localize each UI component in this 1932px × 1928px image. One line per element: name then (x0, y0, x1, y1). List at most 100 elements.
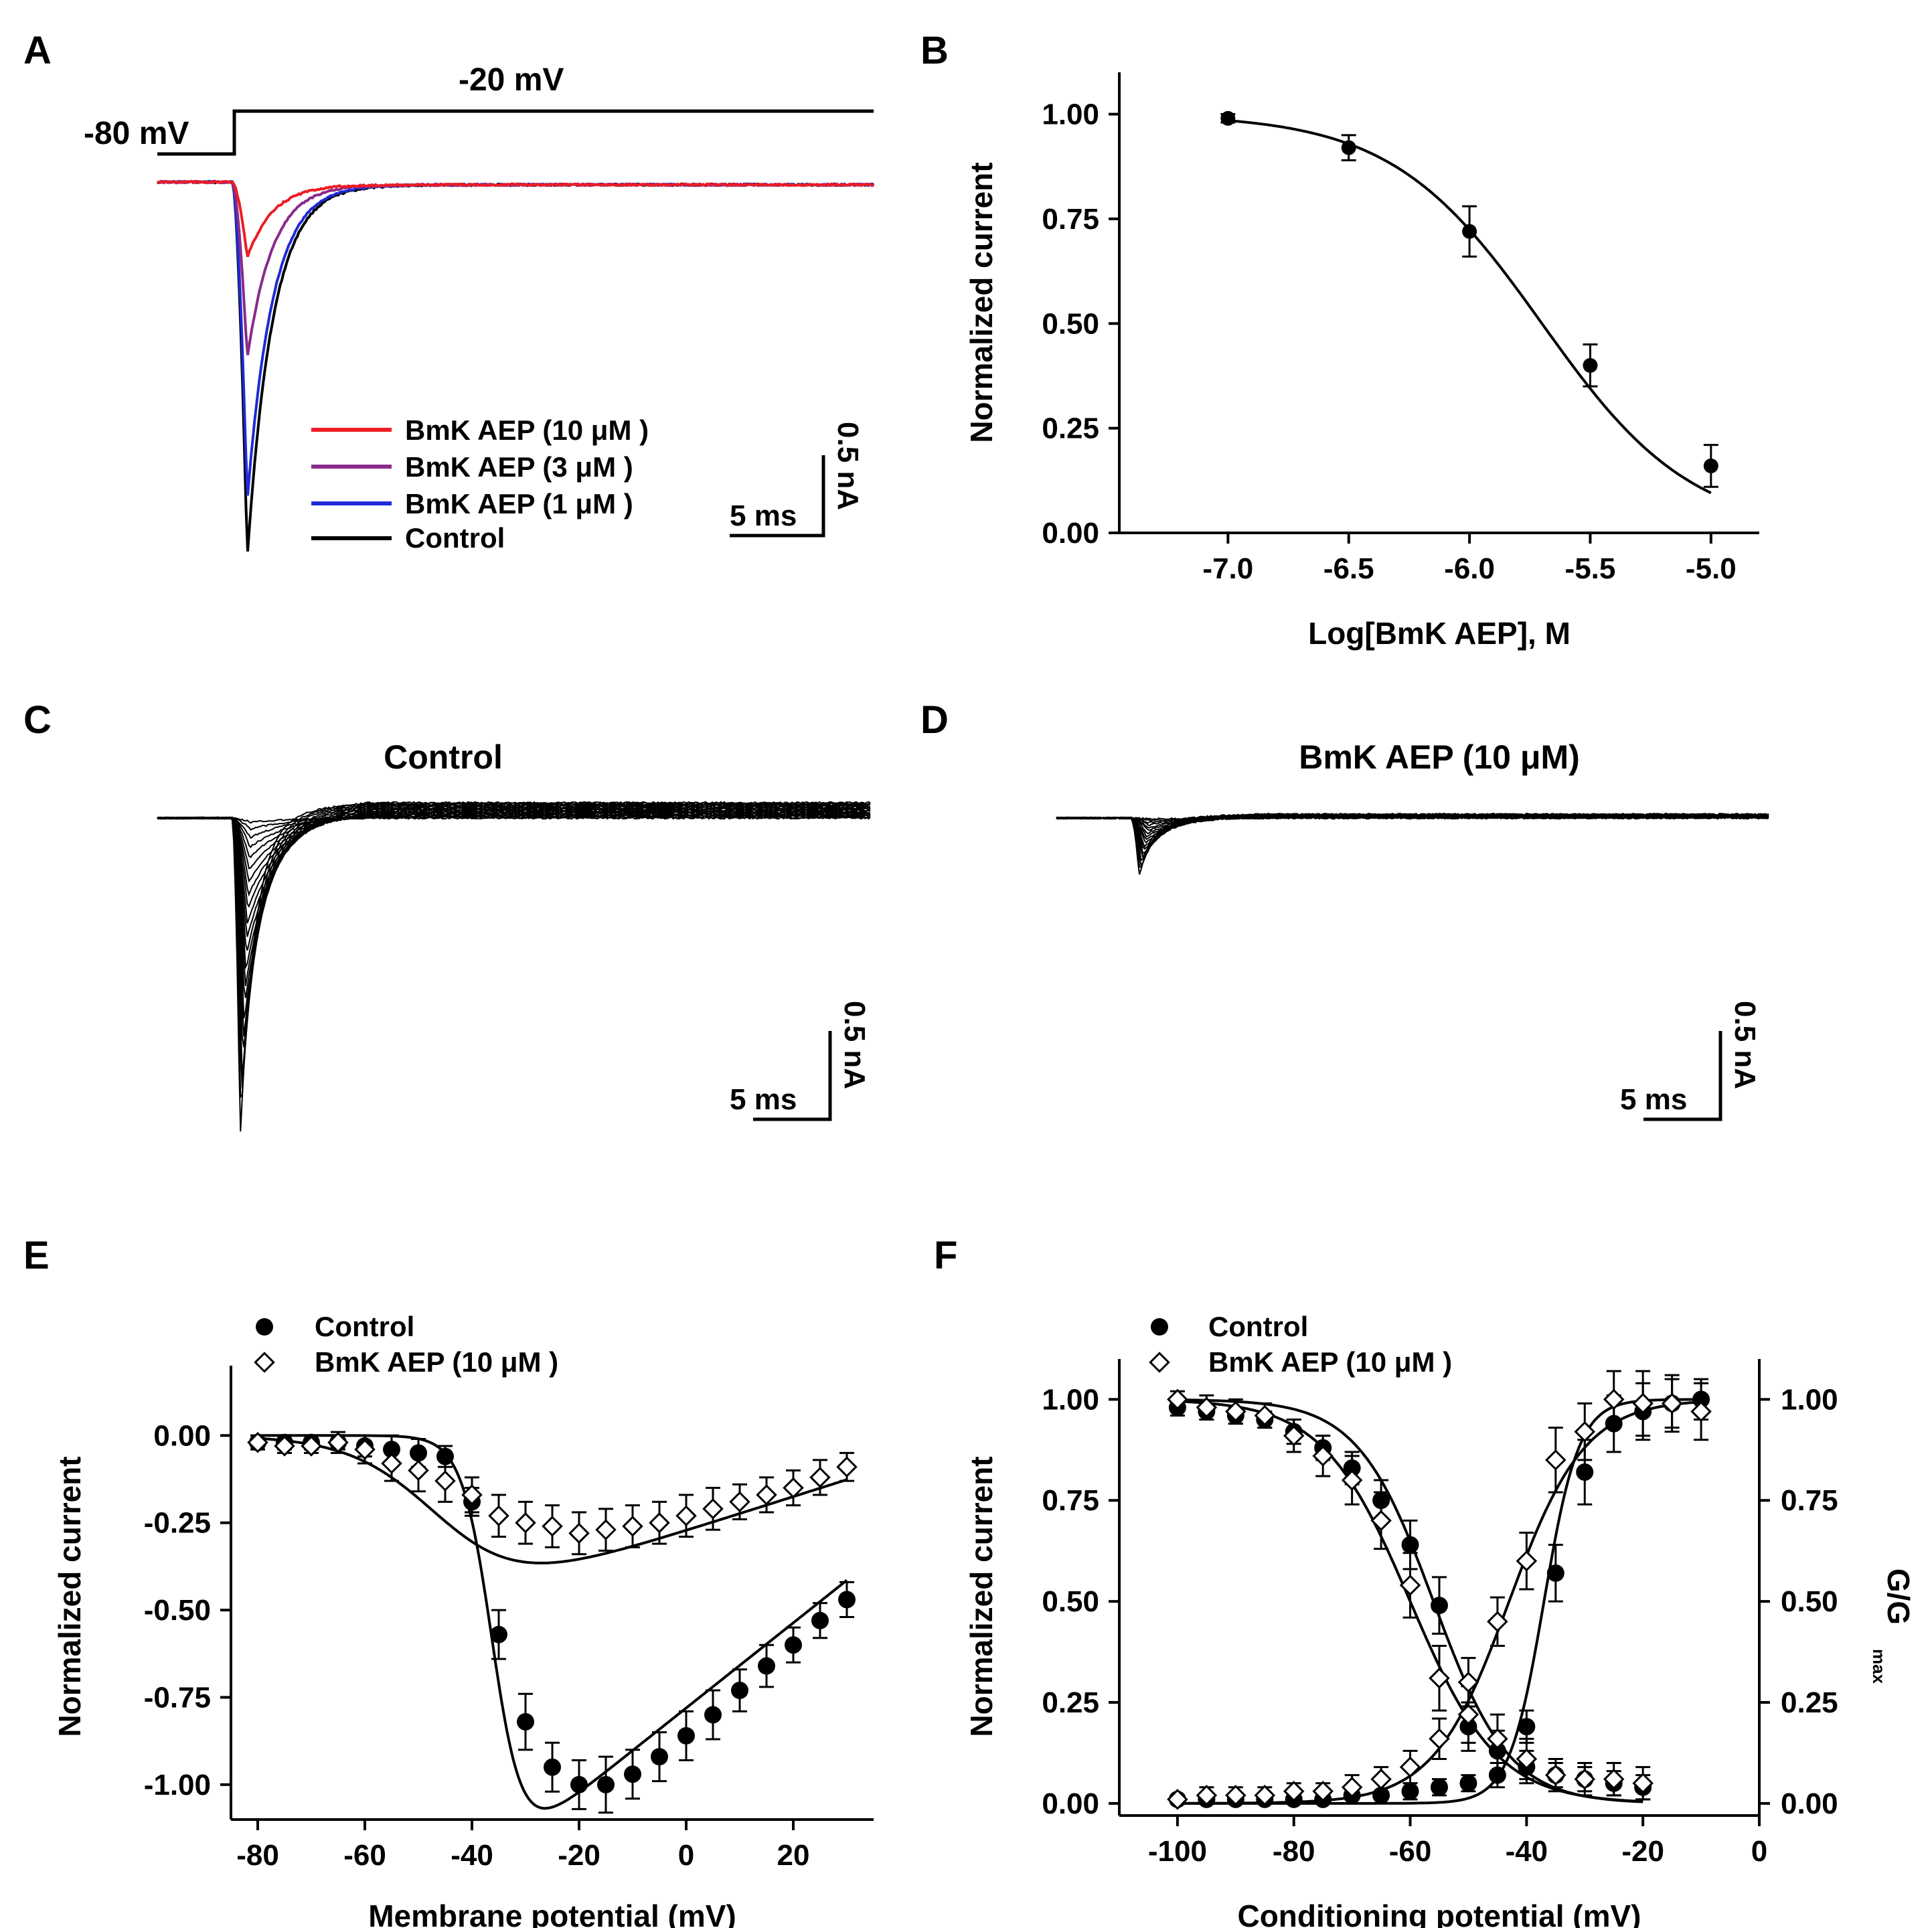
trace-sweep (157, 804, 871, 1037)
y-tick-label: 0.25 (1042, 412, 1099, 445)
data-point (1703, 458, 1718, 473)
data-point (836, 1456, 858, 1478)
y-tick-label: 1.00 (1042, 1383, 1099, 1416)
data-point (544, 1758, 561, 1776)
x-axis-title: Log[BmK AEP], M (1308, 616, 1571, 651)
data-point (1487, 1728, 1508, 1750)
legend-label-10um: BmK AEP (10 μM ) (405, 414, 649, 446)
data-point (756, 1484, 777, 1506)
data-point (1574, 1768, 1596, 1790)
x-tick-label: -20 (1621, 1835, 1664, 1868)
data-point (1488, 1766, 1506, 1784)
panel-label-e: E (23, 1234, 50, 1277)
data-point (1167, 1388, 1188, 1411)
fit-curve (258, 1434, 848, 1810)
data-point (1225, 1785, 1246, 1806)
panel-a: A -80 mV -20 mV BmK AEP (10 μM ) BmK AEP… (23, 29, 875, 554)
data-point (1431, 1778, 1448, 1796)
y-tick-label: 1.00 (1042, 98, 1099, 131)
y-tick-label: 0.25 (1042, 1686, 1099, 1719)
trace-sweep (157, 801, 871, 1099)
x-tick-label: -80 (1273, 1835, 1315, 1868)
data-point (1518, 1718, 1536, 1736)
y-tick-label: 0.50 (1042, 1585, 1099, 1618)
data-point (1487, 1611, 1508, 1633)
y-axis-title: Normalized current (964, 1456, 999, 1737)
data-point (408, 1459, 429, 1481)
trace-sweep (157, 803, 871, 1048)
data-point (1399, 1575, 1421, 1596)
trace-sweep (157, 811, 871, 897)
legend-label-3um: BmK AEP (3 μM ) (405, 451, 633, 483)
scale-time-d: 5 ms (1620, 1083, 1687, 1116)
x-axis-title: Membrane potential (mV) (368, 1899, 736, 1928)
y2-axis-title-subscript: max (1869, 1649, 1889, 1684)
data-point (568, 1522, 590, 1544)
data-point (1283, 1425, 1305, 1447)
data-point (1341, 1776, 1363, 1798)
data-point (570, 1775, 588, 1793)
plot-b: -7.0 -6.5 -6.0 -5.5 -5.0 0.00 0.25 0.50 0.75 1.00… (964, 72, 1759, 651)
data-point (490, 1625, 507, 1643)
data-point (1254, 1785, 1276, 1806)
scale-bar-a (730, 455, 825, 538)
trace-sweep (157, 802, 871, 1089)
data-point (1603, 1768, 1625, 1790)
data-point (256, 1318, 273, 1336)
data-point (1632, 1392, 1654, 1415)
plot-e: -80 -60 -40 -20 0 20 0.00 -0.25 -0.50 -0.75 -1.00 M… (52, 1311, 874, 1928)
panel-f: F -100 -80 -60 -40 -20 0 0.00 0.25 0.50 0.75 1.00 0… (934, 1234, 1916, 1928)
y-tick-label: 0.75 (1042, 203, 1099, 236)
x-tick-label: -7.0 (1202, 552, 1253, 585)
panel-c: C Control 5 ms 0.5 nA (23, 698, 871, 1132)
scale-time-c: 5 ms (730, 1083, 797, 1116)
x-tick-label: -6.0 (1444, 552, 1495, 585)
panel-b: B -7.0 -6.5 -6.0 -5.5 -5.0 0.00 0.25 0.50 0.75 1.… (920, 29, 1759, 651)
data-point (809, 1467, 831, 1488)
panel-title-d: BmK AEP (10 μM) (1299, 738, 1580, 776)
data-point (1401, 1782, 1419, 1800)
data-point (1341, 140, 1356, 155)
panel-title-c: Control (384, 738, 503, 776)
y2-tick-label: 0.00 (1781, 1787, 1838, 1820)
data-point (597, 1775, 615, 1793)
legend-label-control: Control (405, 522, 505, 554)
data-point (758, 1657, 775, 1675)
data-point (434, 1470, 456, 1492)
data-point (327, 1431, 349, 1453)
trace-sweep (1056, 812, 1769, 875)
legend-label-bmk: BmK AEP (10 μM ) (1208, 1346, 1452, 1378)
data-point (622, 1516, 643, 1537)
panel-e: E -80 -60 -40 -20 0 20 0.00 -0.25 -0.50 -0.75 -1.0… (23, 1234, 874, 1928)
holding-potential-label: -80 mV (84, 116, 189, 151)
data-point (247, 1431, 268, 1453)
x-tick-label: -5.5 (1565, 552, 1616, 585)
data-point (1516, 1550, 1538, 1572)
panel-label-c: C (23, 698, 52, 742)
legend-a: BmK AEP (10 μM ) BmK AEP (3 μM ) BmK AEP… (311, 414, 649, 554)
data-point (1603, 1388, 1625, 1411)
data-point (461, 1484, 483, 1506)
step-potential-label: -20 mV (459, 62, 564, 98)
data-point (1370, 1768, 1392, 1790)
data-point (1632, 1772, 1654, 1794)
trace-purple (157, 179, 875, 355)
scale-current-d: 0.5 nA (1728, 1001, 1761, 1089)
y2-tick-label: 0.50 (1781, 1585, 1838, 1618)
data-point (542, 1516, 563, 1537)
trace-sweep (157, 814, 871, 849)
data-point (488, 1505, 509, 1527)
trace-red (157, 179, 874, 258)
data-point (1399, 1756, 1421, 1778)
y-tick-label: -0.25 (144, 1507, 211, 1540)
data-point (1661, 1392, 1683, 1415)
legend-label-1um: BmK AEP (1 μM ) (405, 488, 633, 519)
data-point (1545, 1449, 1566, 1471)
data-point (1583, 357, 1598, 373)
data-point (1341, 1469, 1363, 1491)
x-tick-label: -20 (558, 1839, 600, 1872)
data-point (1546, 1564, 1564, 1582)
x-tick-label: -60 (1389, 1835, 1432, 1868)
y2-tick-label: 1.00 (1781, 1383, 1838, 1416)
y-tick-label: -0.50 (144, 1594, 211, 1627)
